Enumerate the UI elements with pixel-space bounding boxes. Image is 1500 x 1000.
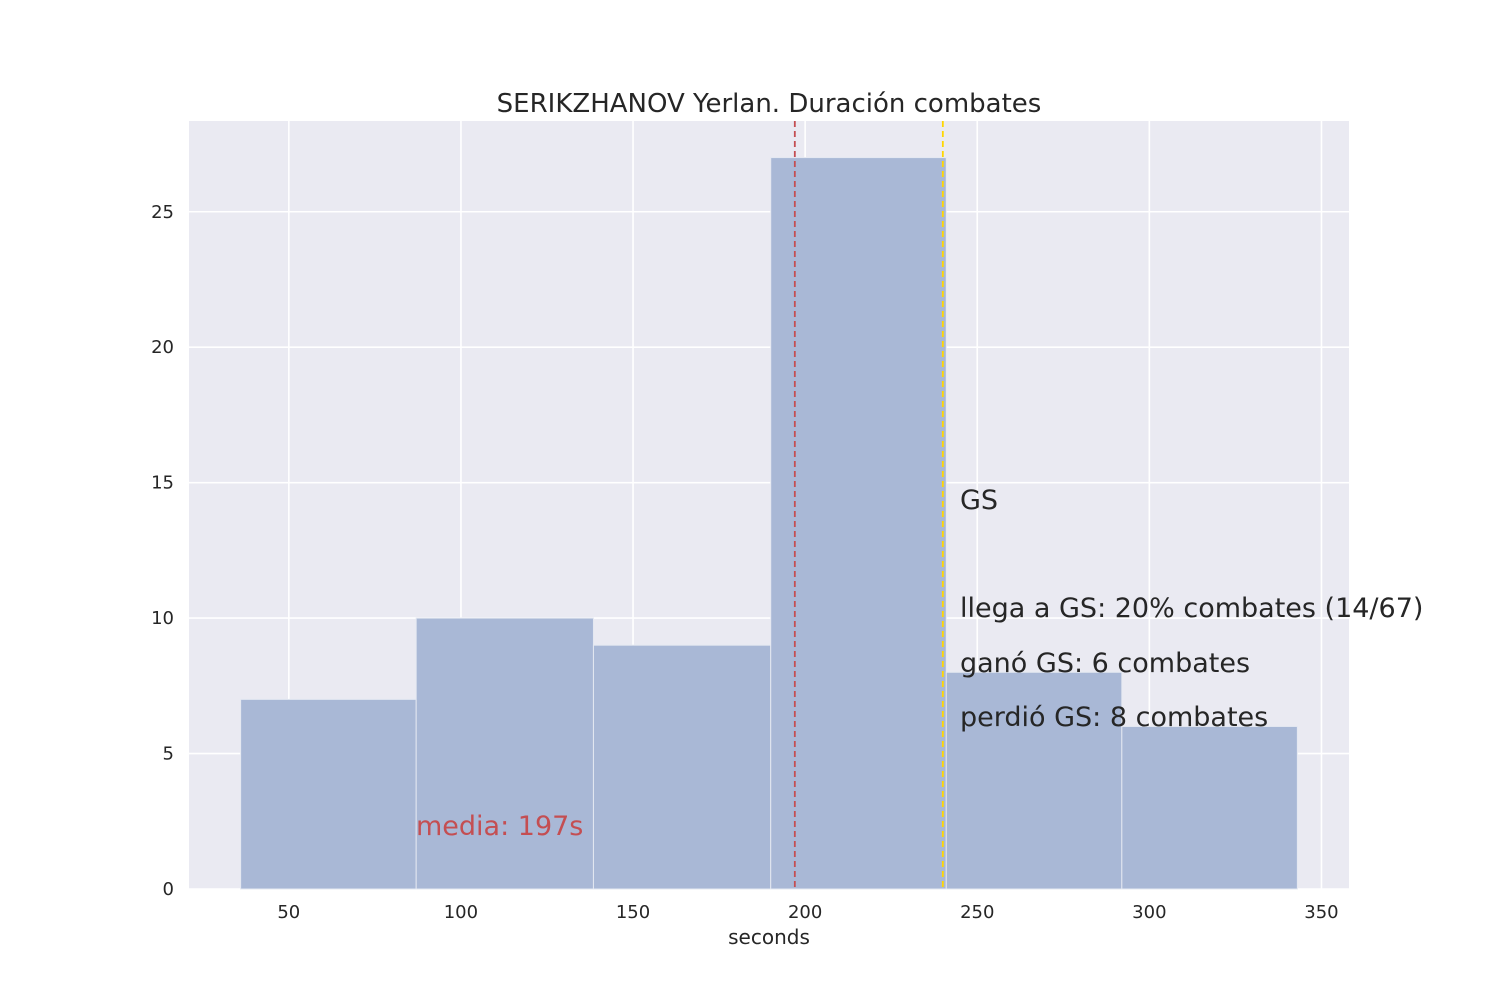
- chart-title: SERIKZHANOV Yerlan. Duración combates: [497, 89, 1042, 119]
- mean-annotation: media: 197s: [416, 811, 583, 842]
- y-tick-label-25: 25: [151, 202, 174, 223]
- x-tick-label-350: 350: [1304, 902, 1338, 923]
- x-axis-label: seconds: [728, 925, 810, 949]
- reference-lines: [793, 121, 944, 889]
- y-tick-label-10: 10: [151, 608, 174, 629]
- y-tick-label-20: 20: [151, 337, 174, 358]
- reach-gs-annotation: llega a GS: 20% combates (14/67): [960, 593, 1423, 624]
- x-tick-label-150: 150: [616, 902, 650, 923]
- gs-annotation: GS: [960, 485, 998, 516]
- histogram-bar-1: [240, 698, 417, 890]
- x-tick-label-200: 200: [788, 902, 822, 923]
- histogram-bar-2: [415, 617, 594, 890]
- histogram-bar-3: [592, 644, 772, 890]
- x-tick-label-50: 50: [277, 902, 300, 923]
- histogram-bars: [240, 157, 1298, 890]
- y-tick-label-0: 0: [163, 879, 174, 900]
- x-tick-label-300: 300: [1132, 902, 1166, 923]
- y-tick-label-5: 5: [163, 744, 174, 765]
- lost-gs-annotation: perdió GS: 8 combates: [960, 702, 1268, 733]
- histogram-bar-6: [1121, 725, 1298, 890]
- axis-ticks: 50 100 150 200 250 300 350 0 5 10 15 20 25: [151, 202, 1339, 923]
- x-tick-label-100: 100: [444, 902, 478, 923]
- x-tick-label-250: 250: [960, 902, 994, 923]
- y-tick-label-15: 15: [151, 473, 174, 494]
- histogram-bar-4: [770, 157, 947, 890]
- histogram-bar-5: [945, 671, 1123, 890]
- won-gs-annotation: ganó GS: 6 combates: [960, 648, 1250, 679]
